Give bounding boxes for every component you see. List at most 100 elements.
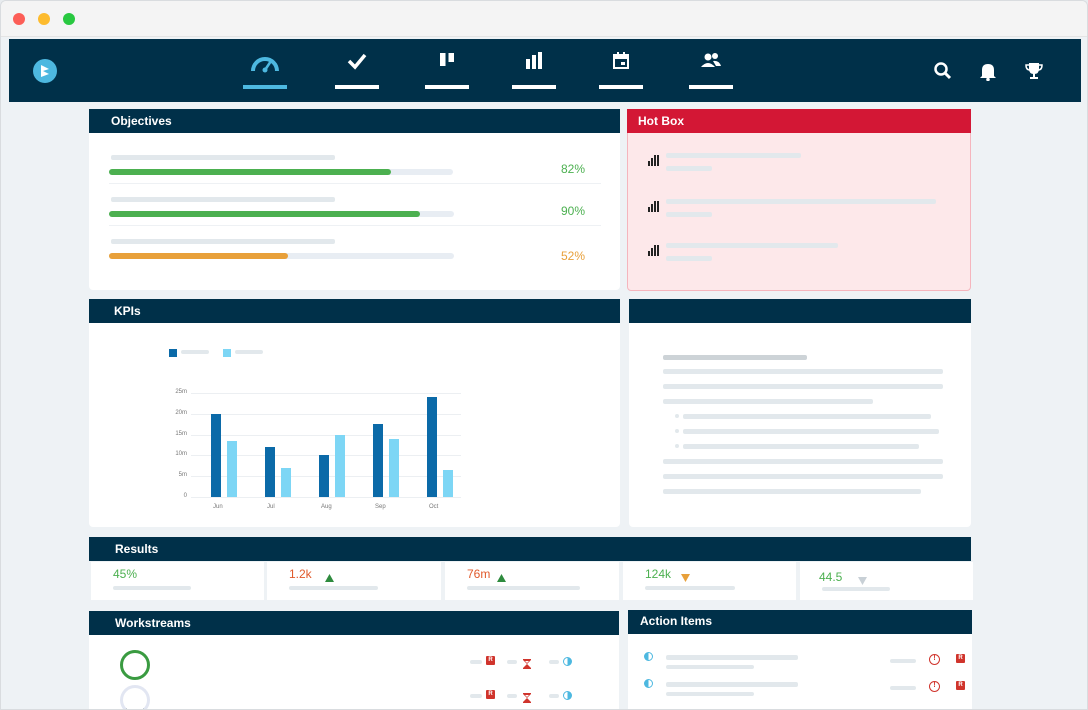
result-cell[interactable]: 44.5 (800, 562, 973, 600)
signal-bar (651, 204, 653, 212)
status-half-circle-icon (563, 691, 572, 700)
hotbox-line-placeholder (666, 153, 801, 158)
nav-board[interactable] (425, 51, 469, 89)
nav-dashboard[interactable] (243, 51, 287, 89)
result-label-placeholder (645, 586, 735, 590)
chart-bar (443, 469, 453, 497)
status-half-circle-icon (644, 679, 653, 688)
result-cell[interactable]: 1.2k (267, 562, 441, 600)
y-tick-label: 0 (183, 493, 187, 499)
signal-strength-icon (648, 155, 660, 166)
notes-line (663, 384, 943, 389)
signal-bar (657, 201, 659, 212)
top-nav (9, 39, 1081, 102)
legend-label-placeholder (235, 350, 263, 354)
achievements-button[interactable] (1024, 61, 1044, 81)
result-cell[interactable]: 76m (445, 562, 619, 600)
notes-line (663, 489, 921, 494)
results-title: Results (115, 542, 159, 556)
trend-up-icon (325, 569, 334, 582)
result-label-placeholder (467, 586, 580, 590)
nav-people[interactable] (689, 51, 733, 89)
hourglass-icon (522, 690, 532, 703)
logo-icon[interactable] (33, 59, 57, 83)
gridline (191, 497, 461, 498)
objective-progress-track (109, 253, 454, 259)
signal-bar (654, 155, 656, 166)
y-tick-label: 5m (178, 472, 187, 479)
risk-badge-icon: R (956, 681, 965, 690)
gridline (191, 434, 461, 436)
objective-percent: 90% (561, 204, 586, 218)
status-half-circle-icon (644, 652, 653, 661)
hotbox-panel: Hot Box (627, 109, 971, 291)
chart-bar (427, 397, 437, 497)
risk-badge-icon: R (486, 656, 495, 665)
ws-placeholder (549, 660, 559, 664)
notes-header (629, 299, 971, 323)
signal-bar (651, 248, 653, 256)
action-item-subline-placeholder (666, 665, 754, 669)
result-value: 45% (113, 567, 138, 581)
nav-reports[interactable] (512, 51, 556, 89)
objective-percent: 82% (561, 162, 586, 176)
objectives-title: Objectives (111, 114, 172, 128)
signal-bar (654, 201, 656, 212)
objective-progress-fill (109, 211, 420, 217)
minimize-window-button[interactable] (38, 13, 50, 25)
chart-bar (211, 413, 221, 497)
objective-progress-fill (109, 169, 392, 175)
chart-bar (373, 424, 383, 497)
action-items-title: Action Items (640, 614, 713, 628)
nav-board-underline (425, 85, 469, 89)
action-item-subline-placeholder (666, 692, 754, 696)
close-window-button[interactable] (13, 13, 25, 25)
hourglass-icon (522, 656, 532, 669)
hotbox-subline-placeholder (666, 166, 712, 171)
results-panel: Results 45% 1.2k 76m 124k 44.5 (89, 537, 973, 601)
x-tick-label: Aug (321, 504, 332, 510)
notes-bullet (675, 414, 679, 418)
signal-bar (648, 207, 650, 212)
trophy-icon (1025, 63, 1043, 79)
objective-separator (109, 225, 601, 226)
signal-bar (648, 161, 650, 166)
notifications-button[interactable] (978, 61, 998, 82)
result-cell[interactable]: 124k (623, 562, 796, 600)
workstreams-panel: Workstreams R R (89, 611, 619, 709)
hotbox-title: Hot Box (638, 114, 684, 128)
notes-line (683, 414, 931, 419)
hotbox-line-placeholder (666, 243, 838, 248)
notes-line (663, 459, 943, 464)
nav-tasks[interactable] (335, 51, 379, 89)
action-item-tag-placeholder (890, 659, 916, 663)
title-bar (1, 1, 1087, 37)
notes-line (683, 429, 939, 434)
notes-bullet (675, 429, 679, 433)
action-item-line-placeholder (666, 682, 798, 687)
objective-label-placeholder (111, 155, 335, 160)
search-button[interactable] (933, 61, 953, 81)
columns-icon (440, 53, 454, 66)
objective-label-placeholder (111, 197, 335, 202)
trend-down-icon (858, 572, 867, 585)
ws-placeholder (470, 660, 482, 664)
notes-heading-placeholder (663, 355, 807, 360)
y-tick-label: 25m (175, 389, 187, 395)
calendar-icon (613, 52, 629, 69)
hotbox-subline-placeholder (666, 212, 712, 217)
nav-calendar[interactable] (599, 51, 643, 89)
speedometer-icon (251, 57, 279, 73)
result-cell[interactable]: 45% (91, 562, 264, 600)
objective-progress-fill (109, 253, 289, 259)
chart-bar (389, 438, 399, 497)
kpis-panel: KPIs 0 5m 10m 15m 20m 25m Jun Jul Aug Sep Oct (89, 299, 620, 527)
x-tick-label: Oct (429, 504, 439, 510)
maximize-window-button[interactable] (63, 13, 75, 25)
nav-tasks-underline (335, 85, 379, 89)
result-value: 1.2k (289, 567, 312, 581)
result-value: 124k (645, 567, 672, 581)
alert-icon: ! (929, 681, 940, 692)
notes-line (663, 399, 873, 404)
